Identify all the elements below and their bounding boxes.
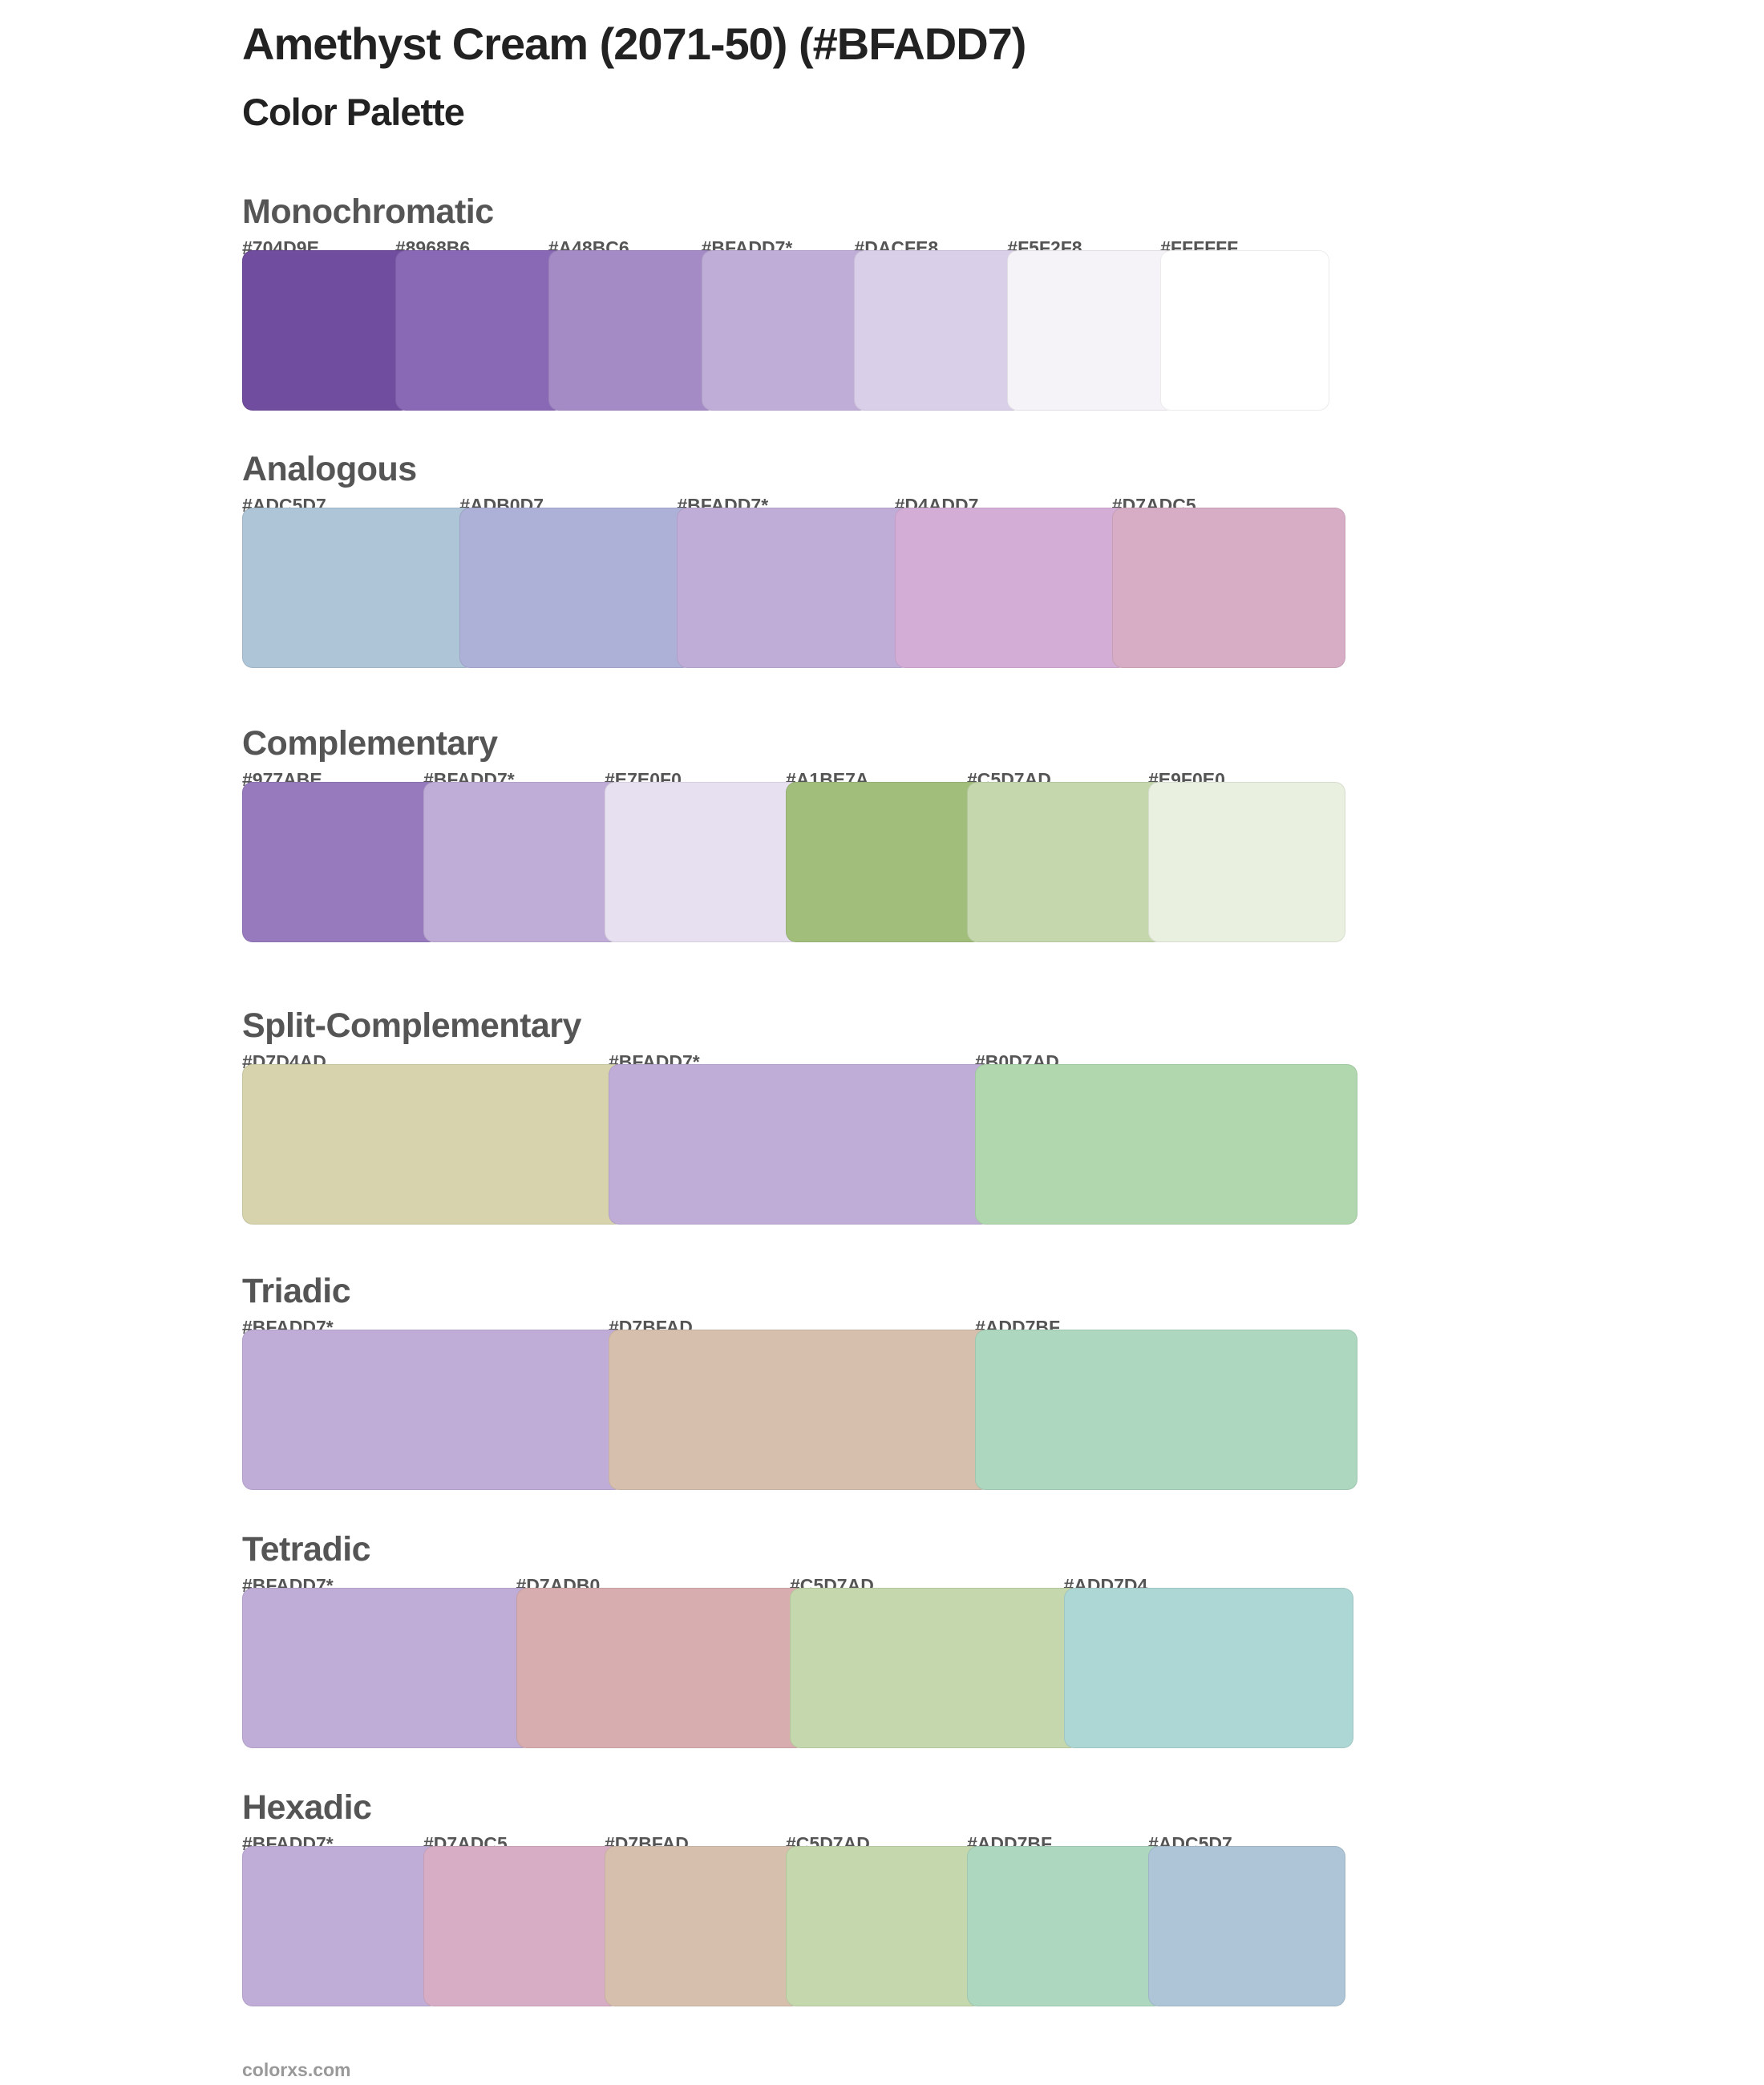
color-swatch[interactable] — [605, 782, 802, 942]
color-swatch[interactable] — [242, 1588, 532, 1748]
color-swatch[interactable] — [459, 508, 694, 668]
color-swatch[interactable] — [242, 1330, 625, 1490]
section-heading: Tetradic — [242, 1530, 371, 1569]
color-swatch[interactable] — [548, 250, 718, 411]
color-swatch[interactable] — [242, 250, 411, 411]
section-heading: Triadic — [242, 1272, 351, 1310]
color-swatch[interactable] — [967, 782, 1164, 942]
color-swatch[interactable] — [786, 1846, 983, 2006]
section-heading: Complementary — [242, 724, 498, 763]
color-swatch[interactable] — [1160, 250, 1329, 411]
color-swatch[interactable] — [605, 1846, 802, 2006]
color-swatch[interactable] — [854, 250, 1024, 411]
color-swatch[interactable] — [242, 782, 439, 942]
color-swatch[interactable] — [1111, 508, 1345, 668]
color-swatch[interactable] — [609, 1064, 991, 1225]
section-heading: Split-Complementary — [242, 1006, 581, 1045]
color-swatch[interactable] — [609, 1330, 991, 1490]
page-subtitle: Color Palette — [242, 91, 465, 133]
color-swatch[interactable] — [967, 1846, 1164, 2006]
footer-site-link[interactable]: colorxs.com — [242, 2059, 351, 2080]
section-heading: Hexadic — [242, 1788, 372, 1827]
color-swatch[interactable] — [242, 1064, 625, 1225]
color-swatch[interactable] — [1007, 250, 1177, 411]
color-swatch[interactable] — [1148, 782, 1345, 942]
color-swatch[interactable] — [975, 1330, 1357, 1490]
color-swatch[interactable] — [242, 508, 476, 668]
color-swatch[interactable] — [975, 1064, 1357, 1225]
color-swatch[interactable] — [790, 1588, 1080, 1748]
color-swatch[interactable] — [423, 1846, 621, 2006]
color-swatch[interactable] — [516, 1588, 806, 1748]
color-swatch[interactable] — [701, 250, 871, 411]
color-swatch[interactable] — [423, 782, 621, 942]
section-heading: Monochromatic — [242, 192, 494, 231]
page-title: Amethyst Cream (2071-50) (#BFADD7) — [242, 18, 1026, 69]
color-swatch[interactable] — [677, 508, 911, 668]
color-swatch[interactable] — [786, 782, 983, 942]
color-swatch[interactable] — [242, 1846, 439, 2006]
color-swatch[interactable] — [894, 508, 1128, 668]
section-heading: Analogous — [242, 450, 417, 488]
color-swatch[interactable] — [1148, 1846, 1345, 2006]
color-swatch[interactable] — [1063, 1588, 1353, 1748]
color-swatch[interactable] — [394, 250, 564, 411]
